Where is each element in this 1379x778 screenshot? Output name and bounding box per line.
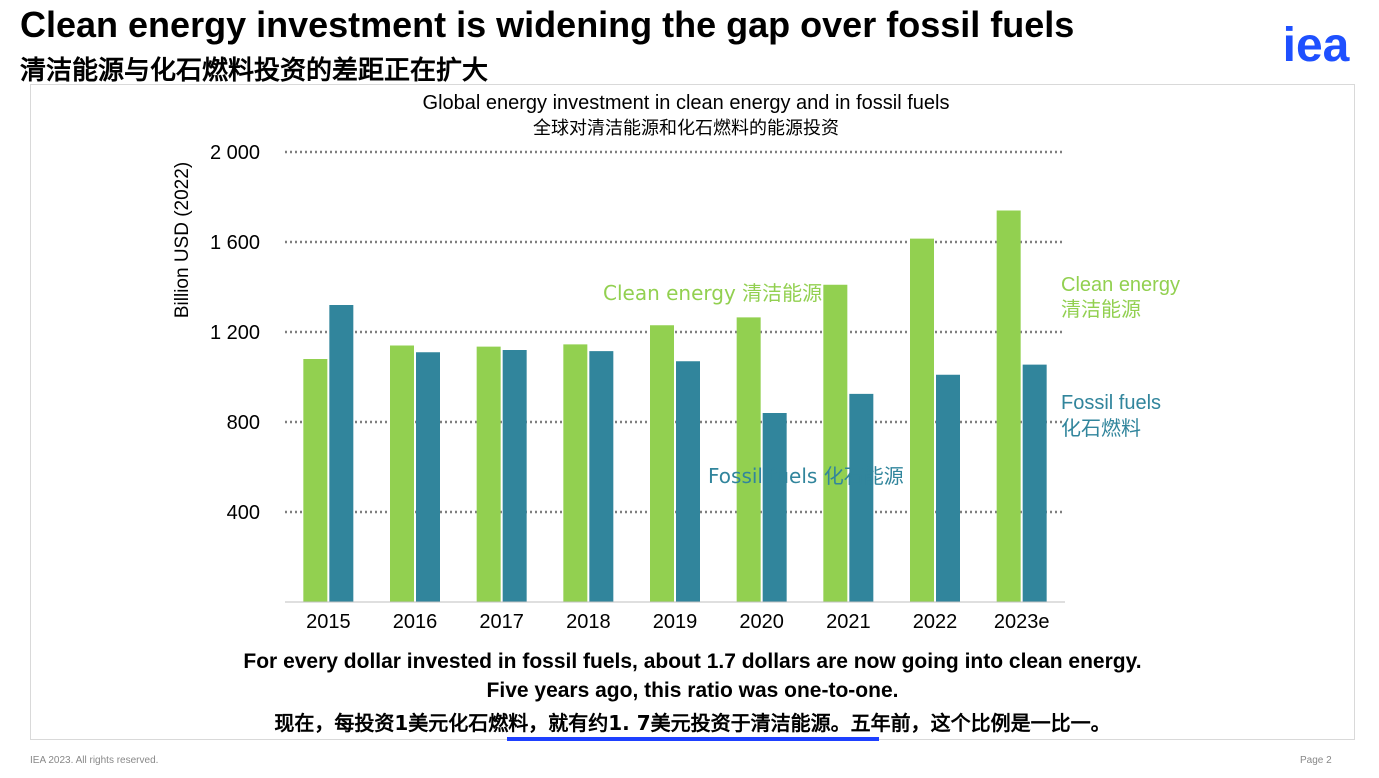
y-tick-label: 1 600 <box>210 232 260 254</box>
bar-clean-energy <box>996 210 1021 602</box>
annotation-fossil-inline: Fossil fuels 化石能源 <box>708 464 904 488</box>
iea-logo-text: iea <box>1283 24 1350 68</box>
footer-copyright: IEA 2023. All rights reserved. <box>30 755 159 766</box>
chart-subtitle: 全球对清洁能源和化石燃料的能源投资 <box>533 118 839 139</box>
caption-line-2: Five years ago, this ratio was one-to-on… <box>486 679 899 702</box>
bar-fossil-fuels <box>936 374 960 602</box>
legend-fossil-en: Fossil fuels <box>1061 392 1161 414</box>
iea-logo: iea <box>1283 24 1350 68</box>
x-tick-label: 2020 <box>739 611 784 633</box>
slide-title-chinese: 清洁能源与化石燃料投资的差距正在扩大 <box>20 56 489 86</box>
x-tick-label: 2017 <box>479 611 524 633</box>
bar-clean-energy <box>390 345 414 602</box>
x-tick-label: 2023e <box>994 611 1050 633</box>
bar-clean-energy <box>650 325 674 602</box>
y-tick-label: 800 <box>227 412 260 434</box>
legend-fossil-zh: 化石燃料 <box>1061 416 1141 440</box>
slide-title: Clean energy investment is widening the … <box>20 4 1075 45</box>
page-number: Page 2 <box>1300 755 1332 766</box>
chart-title: Global energy investment in clean energy… <box>423 92 950 114</box>
bar-clean-energy <box>823 284 848 602</box>
legend-clean-zh: 清洁能源 <box>1061 297 1141 321</box>
x-tick-label: 2018 <box>566 611 611 633</box>
y-tick-label: 1 200 <box>210 322 260 344</box>
x-tick-label: 2021 <box>826 611 871 633</box>
bar-fossil-fuels <box>329 305 354 602</box>
legend-clean-en: Clean energy <box>1061 274 1180 296</box>
y-tick-label: 2 000 <box>210 142 260 164</box>
bar-fossil-fuels <box>416 352 440 602</box>
x-tick-label: 2016 <box>393 611 438 633</box>
bar-fossil-fuels <box>849 393 874 602</box>
bar-fossil-fuels <box>676 361 700 602</box>
caption-line-3: 现在，每投资1美元化石燃料，就有约1. 7美元投资于清洁能源。五年前，这个比例是… <box>274 711 1111 735</box>
bar-fossil-fuels <box>1022 364 1047 602</box>
y-tick-label: 400 <box>227 502 260 524</box>
caption-line-1: For every dollar invested in fossil fuel… <box>243 650 1142 673</box>
y-axis-label: Billion USD (2022) <box>172 162 193 318</box>
x-tick-label: 2022 <box>913 611 958 633</box>
highlight-underline <box>507 737 879 741</box>
bar-clean-energy <box>563 344 588 602</box>
bar-clean-energy <box>910 238 934 602</box>
bar-clean-energy <box>476 346 501 602</box>
bar-clean-energy <box>736 317 761 602</box>
x-tick-label: 2015 <box>306 611 351 633</box>
bar-fossil-fuels <box>762 413 787 602</box>
bar-fossil-fuels <box>502 350 527 602</box>
x-tick-label: 2019 <box>653 611 698 633</box>
bar-fossil-fuels <box>589 351 614 602</box>
bar-clean-energy <box>303 359 328 602</box>
annotation-clean-inline: Clean energy 清洁能源 <box>603 281 822 305</box>
